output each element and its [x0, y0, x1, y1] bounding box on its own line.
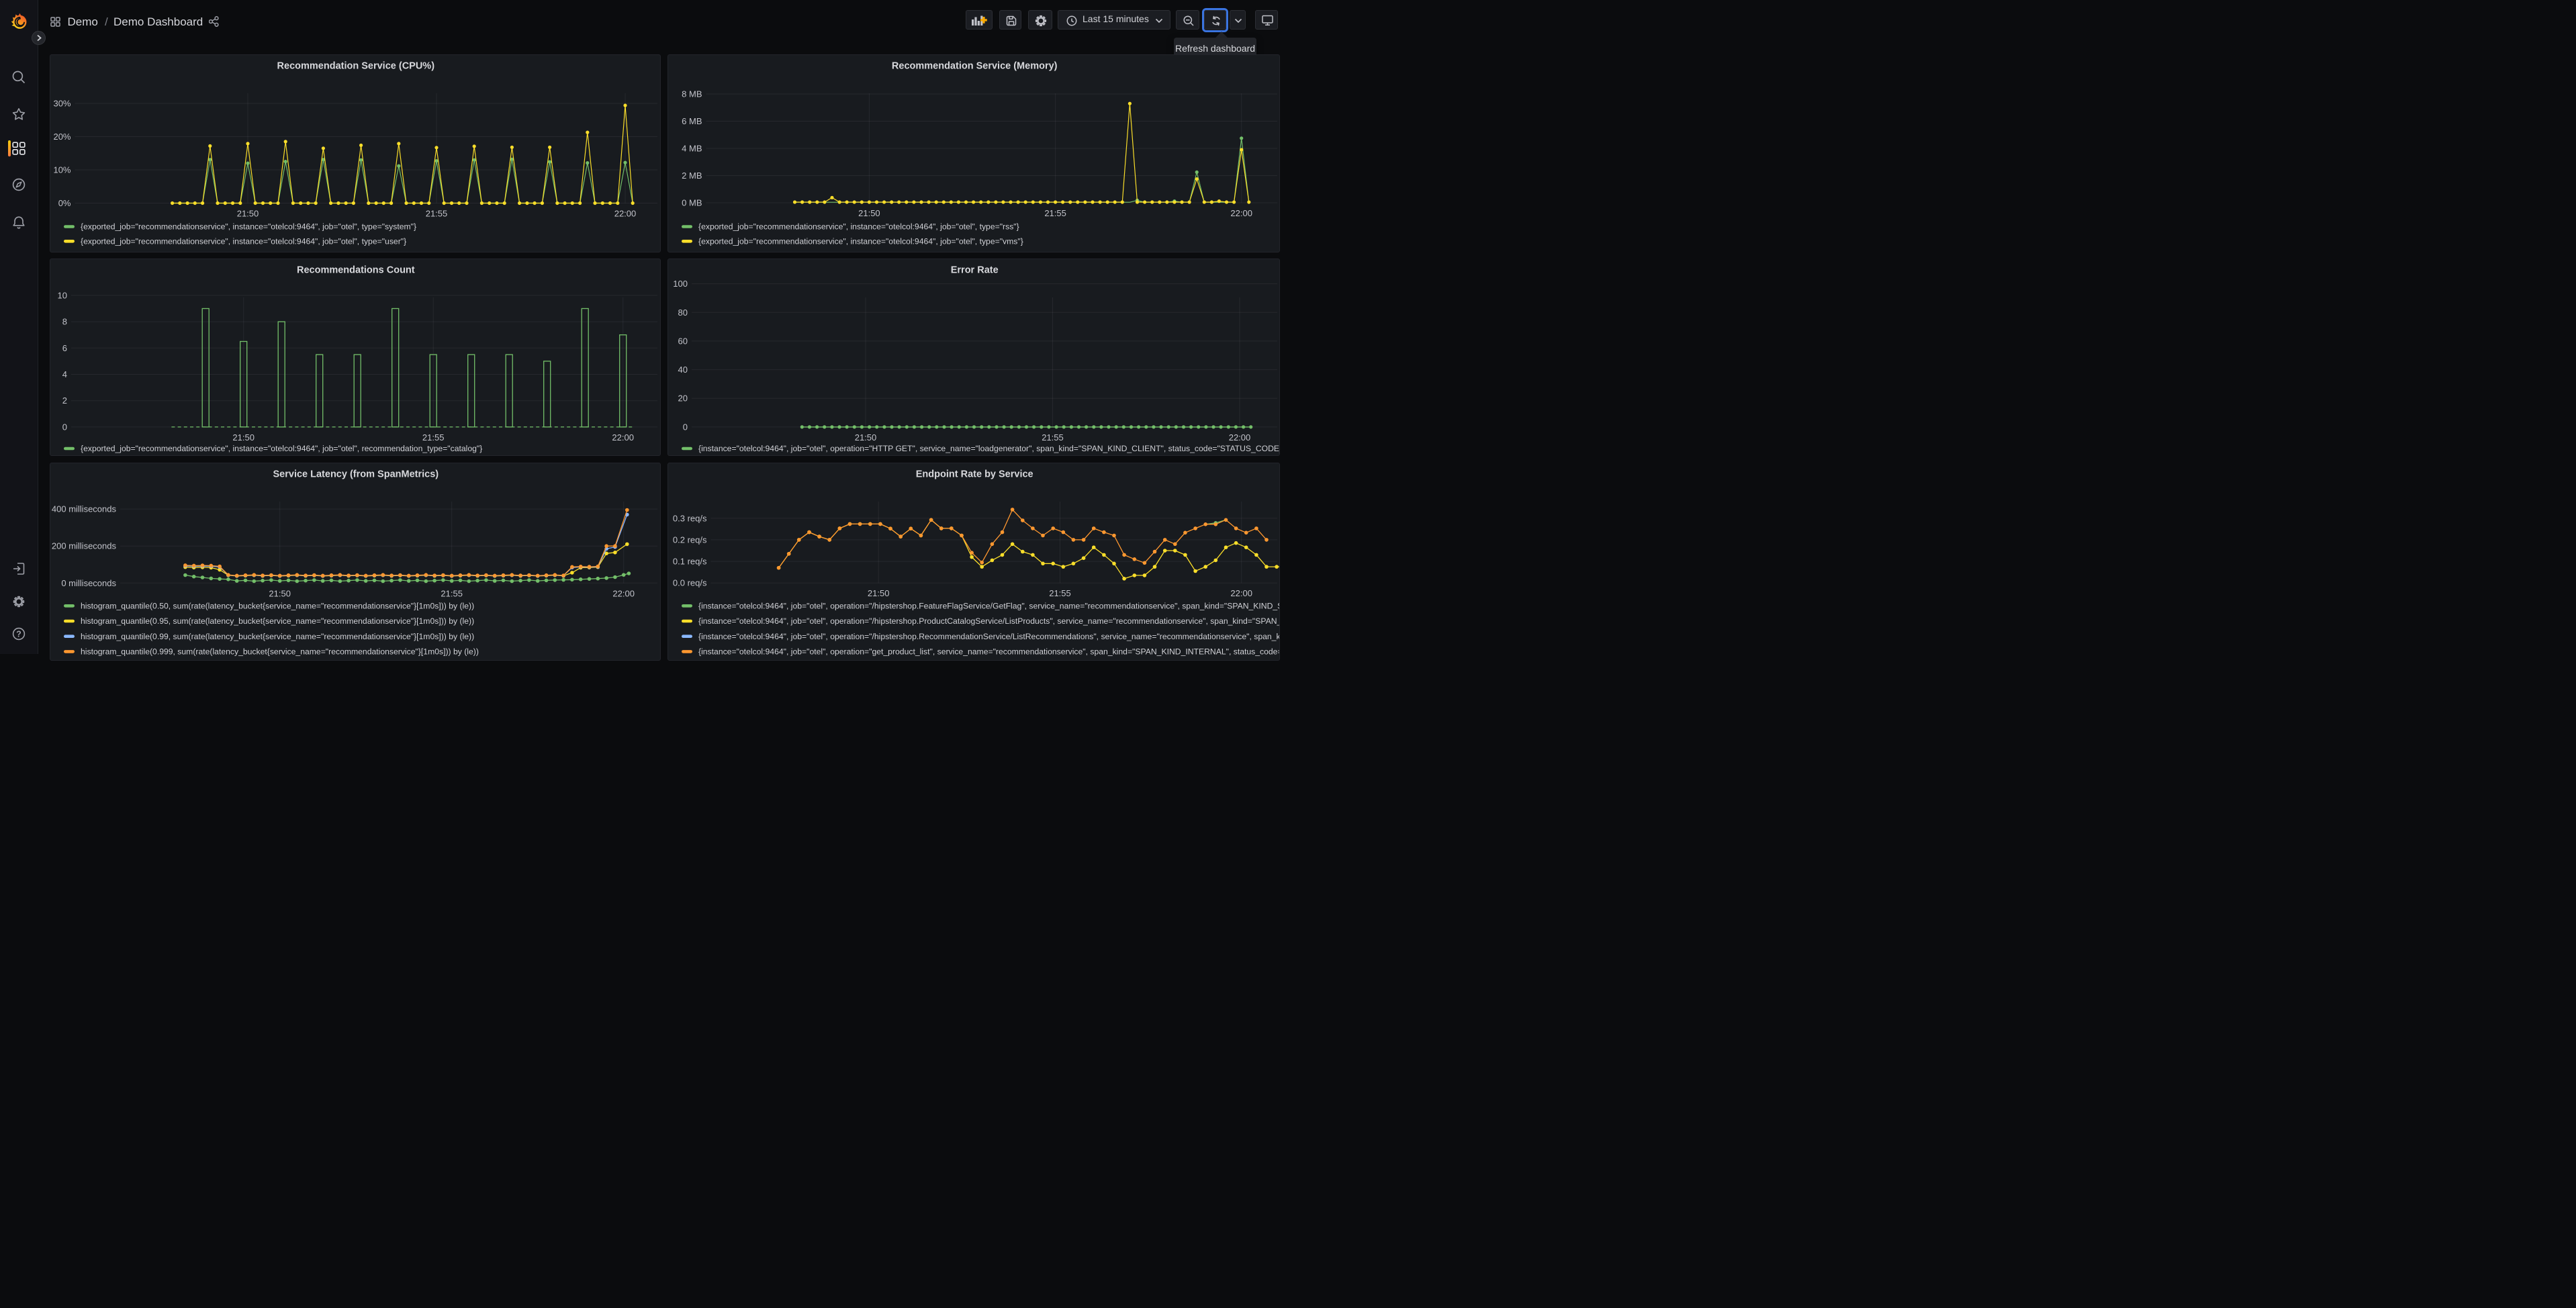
svg-text:histogram_quantile(0.95, sum(r: histogram_quantile(0.95, sum(rate(latenc… — [81, 616, 474, 626]
svg-text:80: 80 — [678, 307, 687, 317]
svg-text:21:55: 21:55 — [1049, 588, 1071, 598]
svg-text:0%: 0% — [58, 198, 71, 208]
svg-text:60: 60 — [678, 336, 687, 346]
svg-text:Recommendation Service (CPU%): Recommendation Service (CPU%) — [277, 60, 435, 71]
svg-text:21:55: 21:55 — [441, 588, 463, 598]
svg-text:0 MB: 0 MB — [682, 197, 702, 207]
svg-text:200 milliseconds: 200 milliseconds — [52, 541, 117, 551]
svg-text:{instance="otelcol:9464", job=: {instance="otelcol:9464", job="otel", op… — [698, 647, 1281, 656]
svg-text:0 milliseconds: 0 milliseconds — [61, 577, 116, 588]
svg-text:6 MB: 6 MB — [682, 116, 702, 126]
svg-text:?: ? — [16, 629, 21, 639]
svg-text:20: 20 — [678, 393, 687, 403]
svg-text:{instance="otelcol:9464", job=: {instance="otelcol:9464", job="otel", op… — [698, 444, 1281, 453]
svg-text:30%: 30% — [53, 98, 71, 108]
svg-text:2 MB: 2 MB — [682, 171, 702, 181]
svg-text:6: 6 — [62, 342, 67, 353]
svg-text:8: 8 — [62, 316, 67, 326]
svg-text:22:00: 22:00 — [1230, 588, 1252, 598]
svg-text:{exported_job="recommendations: {exported_job="recommendationservice", i… — [81, 236, 406, 246]
svg-text:Service Latency (from SpanMetr: Service Latency (from SpanMetrics) — [273, 469, 439, 479]
svg-text:{exported_job="recommendations: {exported_job="recommendationservice", i… — [698, 222, 1019, 231]
svg-text:22:00: 22:00 — [612, 432, 634, 442]
svg-text:0: 0 — [682, 422, 687, 432]
svg-text:0.1 req/s: 0.1 req/s — [672, 556, 706, 566]
svg-text:100: 100 — [673, 279, 688, 289]
svg-text:22:00: 22:00 — [1230, 208, 1252, 218]
svg-text:histogram_quantile(0.999, sum(: histogram_quantile(0.999, sum(rate(laten… — [81, 647, 479, 656]
svg-text:Error Rate: Error Rate — [950, 265, 998, 275]
svg-text:21:50: 21:50 — [854, 432, 876, 442]
svg-text:22:00: 22:00 — [612, 588, 635, 598]
svg-text:21:50: 21:50 — [867, 588, 889, 598]
svg-text:21:50: 21:50 — [269, 588, 291, 598]
svg-text:20%: 20% — [53, 132, 71, 142]
svg-text:400 milliseconds: 400 milliseconds — [52, 504, 117, 514]
svg-text:{instance="otelcol:9464", job=: {instance="otelcol:9464", job="otel", op… — [698, 631, 1281, 641]
svg-text:{exported_job="recommendations: {exported_job="recommendationservice", i… — [81, 222, 416, 231]
svg-text:4 MB: 4 MB — [682, 143, 702, 153]
svg-text:histogram_quantile(0.99, sum(r: histogram_quantile(0.99, sum(rate(latenc… — [81, 631, 474, 641]
svg-text:0.0 req/s: 0.0 req/s — [672, 577, 706, 588]
svg-text:10%: 10% — [53, 165, 71, 175]
svg-text:Recommendations Count: Recommendations Count — [297, 265, 415, 275]
svg-text:0.2 req/s: 0.2 req/s — [672, 534, 706, 545]
svg-text:8 MB: 8 MB — [682, 89, 702, 99]
svg-text:Recommendation Service (Memory: Recommendation Service (Memory) — [891, 60, 1057, 71]
svg-text:Endpoint Rate by Service: Endpoint Rate by Service — [915, 469, 1033, 479]
svg-text:10: 10 — [58, 290, 67, 300]
svg-text:0.3 req/s: 0.3 req/s — [672, 513, 706, 523]
svg-text:21:55: 21:55 — [426, 208, 448, 218]
svg-text:21:55: 21:55 — [1044, 208, 1066, 218]
svg-text:21:55: 21:55 — [422, 432, 445, 442]
svg-text:22:00: 22:00 — [1228, 432, 1250, 442]
svg-text:{instance="otelcol:9464", job=: {instance="otelcol:9464", job="otel", op… — [698, 616, 1281, 626]
svg-text:{instance="otelcol:9464", job=: {instance="otelcol:9464", job="otel", op… — [698, 601, 1281, 610]
svg-text:21:50: 21:50 — [232, 432, 255, 442]
svg-text:histogram_quantile(0.50, sum(r: histogram_quantile(0.50, sum(rate(latenc… — [81, 601, 474, 610]
svg-text:{exported_job="recommendations: {exported_job="recommendationservice", i… — [81, 444, 482, 453]
svg-text:0: 0 — [62, 422, 67, 432]
svg-text:22:00: 22:00 — [614, 208, 637, 218]
svg-text:21:55: 21:55 — [1042, 432, 1064, 442]
svg-text:21:50: 21:50 — [237, 208, 259, 218]
svg-text:21:50: 21:50 — [858, 208, 880, 218]
svg-text:4: 4 — [62, 369, 67, 379]
svg-text:2: 2 — [62, 395, 67, 406]
svg-text:{exported_job="recommendations: {exported_job="recommendationservice", i… — [698, 236, 1023, 246]
svg-text:40: 40 — [678, 365, 687, 375]
